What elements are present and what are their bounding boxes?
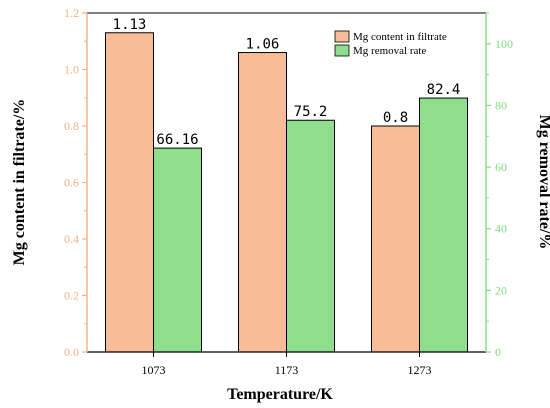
y-left-tick-label-0.0: 0.0 [64, 345, 79, 359]
data-label-mg-content-1173: 1.06 [246, 37, 280, 53]
y-right-tick-label-60: 60 [495, 160, 507, 174]
legend-label-mg-content: Mg content in filtrate [353, 31, 447, 43]
x-tick-label-1173: 1173 [275, 363, 299, 377]
y-right-tick-label-80: 80 [495, 98, 507, 112]
axes-layer: 1073 1173 1273 0.0 0.2 0.4 0.6 0.8 1.0 1.2 0 20 40 60… [64, 6, 513, 377]
x-axis-title: Temperature/K [227, 386, 333, 403]
y-axis-right-title: Mg removal rate/% [536, 115, 550, 250]
y-left-tick-label-0.6: 0.6 [64, 176, 79, 190]
y-left-tick-label-1.2: 1.2 [64, 6, 79, 20]
data-label-mg-content-1073: 1.13 [113, 17, 147, 33]
data-label-mg-removal-1173: 75.2 [294, 104, 328, 120]
bar-mg-removal-1073 [153, 147, 202, 353]
y-left-tick-label-0.2: 0.2 [64, 289, 79, 303]
bar-mg-content-1173 [238, 52, 287, 353]
data-label-mg-removal-1273: 82.4 [427, 82, 461, 98]
x-tick-label-1273: 1273 [408, 363, 432, 377]
y-right-tick-label-0: 0 [495, 345, 501, 359]
y-left-tick-label-0.4: 0.4 [64, 232, 79, 246]
legend: Mg content in filtrate Mg removal rate [334, 30, 447, 57]
x-tick-label-1073: 1073 [142, 363, 166, 377]
y-right-tick-label-20: 20 [495, 283, 507, 297]
legend-swatch-mg-removal [334, 44, 350, 57]
y-axis-left-title: Mg content in filtrate/% [11, 99, 28, 266]
y-left-tick-label-0.8: 0.8 [64, 119, 79, 133]
bar-mg-removal-1173 [286, 119, 335, 353]
legend-label-mg-removal: Mg removal rate [353, 45, 426, 57]
bars-layer: 1.13 66.16 1.06 75.2 0.8 82.4 [105, 17, 468, 353]
y-right-tick-label-100: 100 [495, 37, 513, 51]
y-left-tick-label-1.0: 1.0 [64, 63, 79, 77]
data-label-mg-removal-1073: 66.16 [156, 132, 198, 148]
data-label-mg-content-1273: 0.8 [383, 110, 408, 126]
bar-mg-content-1073 [105, 32, 154, 353]
bar-mg-content-1273 [371, 125, 420, 353]
legend-swatch-mg-content [334, 30, 350, 43]
bar-mg-removal-1273 [419, 97, 468, 353]
y-right-tick-label-40: 40 [495, 222, 507, 236]
